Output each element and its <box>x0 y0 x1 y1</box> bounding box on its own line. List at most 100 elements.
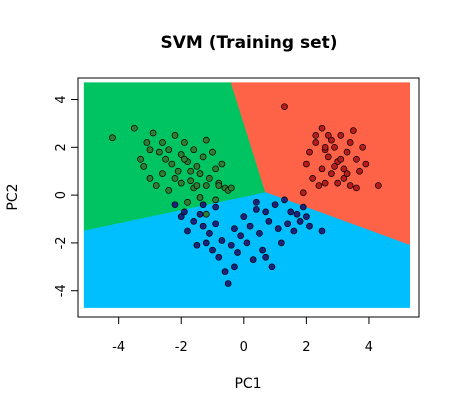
data-point <box>256 230 263 237</box>
data-point <box>193 163 201 170</box>
data-point <box>265 218 273 225</box>
data-point <box>202 210 210 218</box>
data-point <box>343 170 351 177</box>
data-point <box>202 136 210 144</box>
data-point <box>274 225 282 232</box>
data-point <box>306 148 313 156</box>
data-point <box>202 239 210 247</box>
data-point <box>212 196 220 204</box>
data-point <box>206 230 213 237</box>
data-point <box>281 103 288 111</box>
data-point <box>171 201 179 209</box>
data-point <box>312 139 320 146</box>
data-point <box>337 155 345 163</box>
y-tick-label: -2 <box>54 236 69 249</box>
data-point <box>174 167 182 175</box>
x-axis: -4 -2 0 2 4 <box>112 316 373 355</box>
training-points <box>109 103 382 287</box>
data-point <box>177 213 185 220</box>
data-point <box>318 124 326 132</box>
data-point <box>262 253 270 261</box>
data-point <box>346 139 354 146</box>
data-point <box>353 184 360 192</box>
data-point <box>328 170 335 177</box>
data-point <box>324 132 332 139</box>
data-point <box>268 263 276 271</box>
data-point <box>252 198 260 206</box>
data-point <box>149 129 157 137</box>
data-point <box>231 263 238 271</box>
data-point <box>227 241 235 249</box>
y-tick-label: 4 <box>54 95 69 103</box>
data-point <box>318 165 326 173</box>
data-point <box>196 194 204 201</box>
x-tick-label: 2 <box>302 340 310 355</box>
data-point <box>152 182 160 189</box>
data-point <box>184 227 191 235</box>
data-point <box>306 222 313 230</box>
region-blue <box>83 192 411 308</box>
data-point <box>165 146 173 154</box>
data-point <box>353 155 360 163</box>
data-point <box>224 280 232 287</box>
data-point <box>187 177 194 185</box>
data-point <box>190 218 198 225</box>
data-point <box>331 143 338 151</box>
data-point <box>215 182 223 189</box>
data-point <box>321 179 329 187</box>
data-point <box>309 175 316 182</box>
data-point <box>196 210 204 218</box>
data-point <box>109 134 116 142</box>
data-point <box>159 139 166 146</box>
data-point <box>168 160 176 168</box>
data-point <box>206 175 213 182</box>
data-point <box>209 246 216 254</box>
data-point <box>252 206 260 213</box>
data-point <box>165 186 173 194</box>
x-axis-label: PC1 <box>234 376 261 392</box>
data-point <box>328 136 335 144</box>
data-point <box>277 239 285 247</box>
data-point <box>231 225 238 232</box>
data-point <box>221 268 229 275</box>
x-tick-label: -2 <box>175 340 188 355</box>
data-point <box>334 179 342 187</box>
data-point <box>181 139 188 146</box>
y-axis-label: PC2 <box>5 183 21 210</box>
x-tick-label: -4 <box>112 340 125 355</box>
data-point <box>324 153 332 161</box>
data-point <box>249 256 257 263</box>
data-point <box>202 182 210 189</box>
data-point <box>143 139 151 146</box>
data-point <box>199 222 207 230</box>
data-point <box>346 182 354 189</box>
data-point <box>155 148 163 156</box>
data-point <box>281 196 288 204</box>
data-point <box>243 239 251 247</box>
data-point <box>187 167 194 175</box>
data-point <box>181 208 188 216</box>
data-point <box>287 208 295 216</box>
data-point <box>137 155 144 163</box>
data-point <box>343 148 351 156</box>
data-point <box>199 153 207 161</box>
data-point <box>212 220 220 228</box>
data-point <box>359 143 367 151</box>
decision-regions <box>83 82 411 308</box>
data-point <box>130 124 138 132</box>
data-point <box>196 170 204 177</box>
data-point <box>146 175 154 182</box>
data-point <box>193 241 201 249</box>
data-point <box>293 210 301 218</box>
data-point <box>212 165 220 173</box>
data-point <box>215 253 223 261</box>
data-point <box>349 127 357 134</box>
data-point <box>315 182 323 189</box>
y-tick-label: 2 <box>54 143 69 151</box>
data-point <box>162 155 169 163</box>
data-point <box>218 237 226 244</box>
data-point <box>181 155 188 163</box>
data-point <box>246 222 254 230</box>
data-point <box>159 170 166 177</box>
data-point <box>271 201 279 209</box>
